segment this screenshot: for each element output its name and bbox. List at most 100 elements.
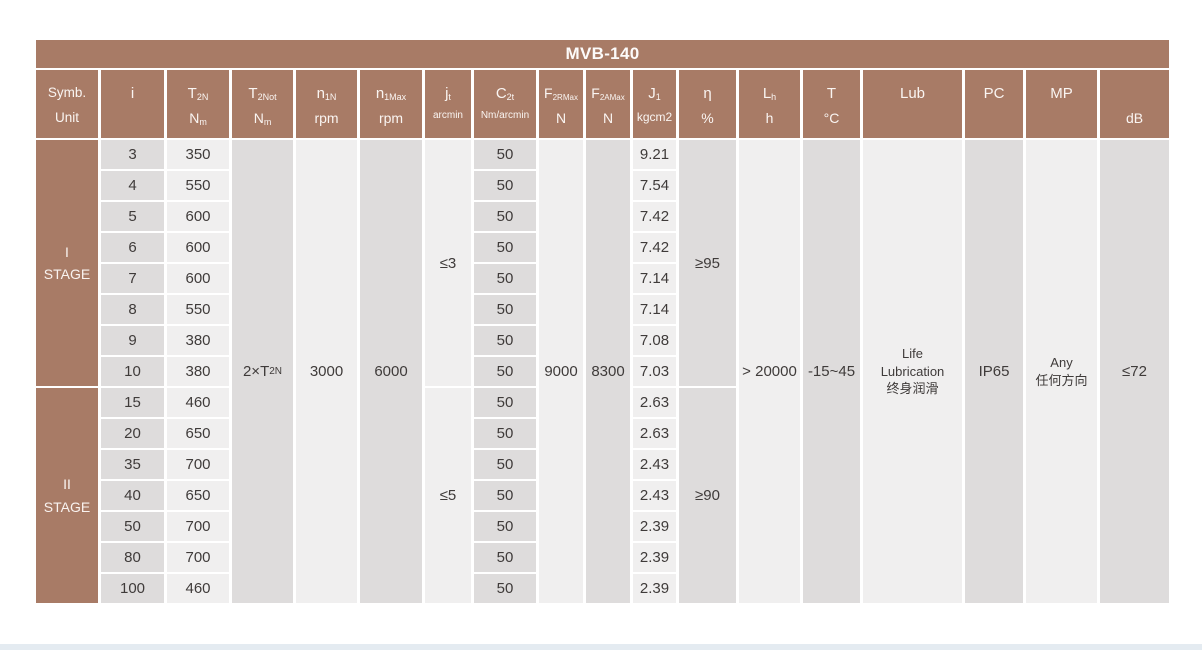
cell-j1: 7.14 <box>633 295 676 324</box>
cell-c2t: 50 <box>474 357 536 386</box>
cell-i: 20 <box>101 419 164 448</box>
cell-c2t: 50 <box>474 574 536 603</box>
col-symbol: T2N <box>187 85 209 102</box>
bottom-strip <box>0 644 1202 650</box>
cell-j1: 2.39 <box>633 512 676 541</box>
col-header-db: dB <box>1100 70 1169 138</box>
col-symbol: T2Not <box>248 85 277 102</box>
cell-i: 4 <box>101 171 164 200</box>
cell-f2rmax-merged: 9000 <box>539 140 583 603</box>
cell-j1: 2.43 <box>633 481 676 510</box>
stage-2-label: II STAGE <box>36 388 98 603</box>
cell-t2n: 460 <box>167 388 229 417</box>
col-header-lh: Lh h <box>739 70 800 138</box>
cell-t2n: 600 <box>167 202 229 231</box>
col-header-i: i <box>101 70 164 138</box>
col-header-eta: η % <box>679 70 736 138</box>
cell-jt-stage2: ≤5 <box>425 388 471 603</box>
cell-t2n: 700 <box>167 512 229 541</box>
cell-c2t: 50 <box>474 326 536 355</box>
col-header-mp: MP <box>1026 70 1097 138</box>
col-unit: dB <box>1125 110 1144 126</box>
cell-j1: 7.08 <box>633 326 676 355</box>
cell-lh-merged: > 20000 <box>739 140 800 603</box>
cell-c2t: 50 <box>474 481 536 510</box>
cell-t2n: 600 <box>167 264 229 293</box>
cell-eta-stage2: ≥90 <box>679 388 736 603</box>
cell-t2n: 550 <box>167 295 229 324</box>
cell-i: 7 <box>101 264 164 293</box>
col-symbol: MP <box>1050 85 1073 102</box>
col-symbol: i <box>130 85 135 102</box>
col-header-t2not: T2Not Nm <box>232 70 293 138</box>
col-header-jt: jt arcmin <box>425 70 471 138</box>
stage-word: STAGE <box>43 266 91 282</box>
cell-i: 6 <box>101 233 164 262</box>
corner-symbol-label: Symb. <box>47 85 87 100</box>
lub-line-3: 终身润滑 <box>886 381 939 397</box>
col-unit: rpm <box>378 110 404 126</box>
cell-j1: 2.63 <box>633 419 676 448</box>
col-header-pc: PC <box>965 70 1023 138</box>
col-header-lub: Lub <box>863 70 962 138</box>
cell-j1: 7.03 <box>633 357 676 386</box>
cell-t2n: 700 <box>167 450 229 479</box>
corner-header: Symb. Unit <box>36 70 98 138</box>
col-header-f2amax: F2AMax N <box>586 70 630 138</box>
cell-t2not-merged: 2×T 2N <box>232 140 293 603</box>
col-symbol: n1N <box>316 85 337 102</box>
col-header-t: T °C <box>803 70 860 138</box>
col-unit: N <box>602 110 614 126</box>
cell-j1: 2.39 <box>633 543 676 572</box>
cell-j1: 7.54 <box>633 171 676 200</box>
cell-t2n: 700 <box>167 543 229 572</box>
cell-c2t: 50 <box>474 419 536 448</box>
cell-t2n: 600 <box>167 233 229 262</box>
col-unit: arcmin <box>432 110 463 121</box>
col-unit: Nm/arcmin <box>480 110 530 121</box>
cell-n1max-merged: 6000 <box>360 140 422 603</box>
col-unit: Nm <box>253 110 272 127</box>
stage-numeral: I <box>65 243 69 260</box>
cell-i: 35 <box>101 450 164 479</box>
cell-t2n: 550 <box>167 171 229 200</box>
cell-i: 80 <box>101 543 164 572</box>
cell-c2t: 50 <box>474 171 536 200</box>
cell-t2n: 650 <box>167 419 229 448</box>
col-unit: N <box>555 110 567 126</box>
cell-lub-merged: Life Lubrication 终身润滑 <box>863 140 962 603</box>
lub-line-1: Life <box>902 346 923 362</box>
cell-j1: 2.63 <box>633 388 676 417</box>
cell-i: 5 <box>101 202 164 231</box>
col-unit: Nm <box>189 110 207 127</box>
lub-line-2: Lubrication <box>880 363 945 379</box>
col-unit: kgcm2 <box>636 110 673 124</box>
cell-n1n-merged: 3000 <box>296 140 357 603</box>
col-header-c2t: C2t Nm/arcmin <box>474 70 536 138</box>
t2not-value: 2×T <box>242 363 270 380</box>
cell-c2t: 50 <box>474 140 536 169</box>
col-symbol: F2AMax <box>591 85 625 102</box>
mp-line-2: 任何方向 <box>1035 372 1088 388</box>
cell-c2t: 50 <box>474 450 536 479</box>
cell-t-merged: -15~45 <box>803 140 860 603</box>
cell-i: 50 <box>101 512 164 541</box>
cell-jt-stage1: ≤3 <box>425 140 471 386</box>
col-symbol: Lh <box>762 85 777 102</box>
cell-j1: 7.14 <box>633 264 676 293</box>
spec-table: MVB-140 Symb. Unit i T2N Nm T2Not Nm n1N… <box>36 40 1169 603</box>
cell-f2amax-merged: 8300 <box>586 140 630 603</box>
cell-c2t: 50 <box>474 202 536 231</box>
cell-j1: 7.42 <box>633 202 676 231</box>
cell-i: 3 <box>101 140 164 169</box>
cell-t2n: 380 <box>167 357 229 386</box>
col-symbol: C2t <box>495 85 515 102</box>
cell-mp-merged: Any 任何方向 <box>1026 140 1097 603</box>
cell-i: 100 <box>101 574 164 603</box>
col-symbol: n1Max <box>375 85 407 102</box>
cell-c2t: 50 <box>474 295 536 324</box>
cell-c2t: 50 <box>474 264 536 293</box>
col-symbol: jt <box>445 85 451 102</box>
col-symbol: PC <box>983 85 1005 102</box>
cell-j1: 7.42 <box>633 233 676 262</box>
